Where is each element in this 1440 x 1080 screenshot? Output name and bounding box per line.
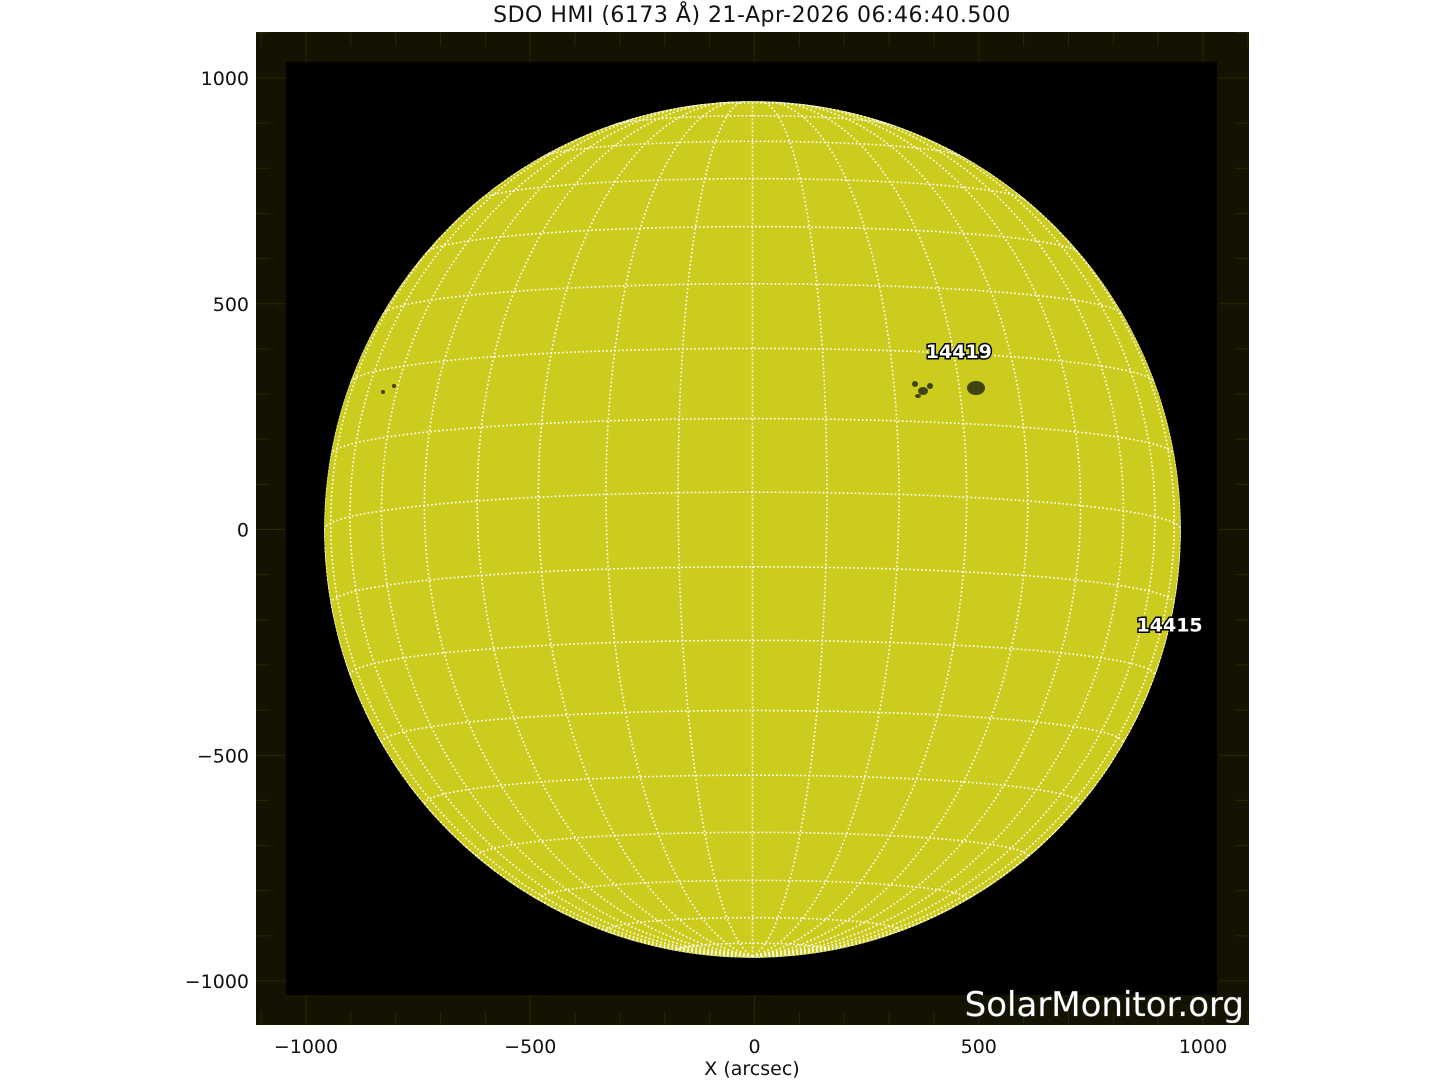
y-tick-label: 500 bbox=[213, 294, 249, 316]
active-region-label: 14419 bbox=[926, 341, 992, 363]
longitude-line bbox=[324, 529, 753, 957]
longitude-line bbox=[605, 101, 753, 957]
sunspot bbox=[912, 381, 918, 387]
x-tick-label: 0 bbox=[748, 1036, 760, 1058]
sunspot bbox=[927, 383, 933, 389]
x-tick-label: −1000 bbox=[274, 1036, 338, 1058]
longitude-line bbox=[752, 101, 968, 957]
longitude-line bbox=[752, 105, 1125, 957]
longitude-line bbox=[752, 101, 900, 957]
latitude-line bbox=[329, 566, 1176, 604]
x-tick-label: 500 bbox=[961, 1036, 997, 1058]
x-tick-label: −500 bbox=[504, 1036, 556, 1058]
longitude-line bbox=[752, 102, 1082, 957]
longitude-line bbox=[752, 529, 1181, 957]
longitude-line bbox=[752, 101, 828, 957]
latitude-line bbox=[381, 283, 1124, 315]
active-region-label: 14415 bbox=[1137, 614, 1203, 636]
solar-disk bbox=[324, 101, 1181, 958]
plot-title: SDO HMI (6173 Å) 21-Apr-2026 06:46:40.50… bbox=[493, 1, 1011, 28]
x-tick-label: 1000 bbox=[1179, 1036, 1227, 1058]
sunspot bbox=[915, 394, 921, 398]
sunspot bbox=[918, 387, 928, 395]
latitude-line bbox=[425, 225, 1080, 254]
longitude-line bbox=[329, 145, 753, 957]
longitude-line bbox=[752, 101, 1029, 957]
longitude-line bbox=[423, 102, 753, 957]
longitude-line bbox=[380, 105, 753, 957]
latitude-line bbox=[605, 916, 900, 931]
longitude-line bbox=[476, 101, 753, 957]
latitude-line bbox=[540, 140, 965, 158]
sunspot bbox=[381, 390, 385, 394]
sunspot bbox=[392, 384, 396, 388]
y-tick-label: −1000 bbox=[185, 971, 249, 993]
longitude-line bbox=[537, 101, 753, 957]
x-axis-label: X (arcsec) bbox=[704, 1058, 799, 1080]
y-tick-label: −500 bbox=[197, 745, 249, 767]
latitude-line bbox=[380, 709, 1125, 743]
latitude-line bbox=[537, 879, 968, 900]
watermark-solarmonitor: SolarMonitor.org bbox=[965, 985, 1244, 1025]
longitude-line bbox=[349, 113, 753, 957]
y-tick-label: 1000 bbox=[201, 68, 249, 90]
y-tick-label: 0 bbox=[237, 520, 249, 542]
longitude-line bbox=[752, 145, 1176, 957]
sunspot bbox=[967, 381, 985, 395]
latitude-line bbox=[478, 177, 1027, 201]
longitude-line bbox=[677, 101, 753, 957]
longitude-line bbox=[752, 113, 1156, 957]
